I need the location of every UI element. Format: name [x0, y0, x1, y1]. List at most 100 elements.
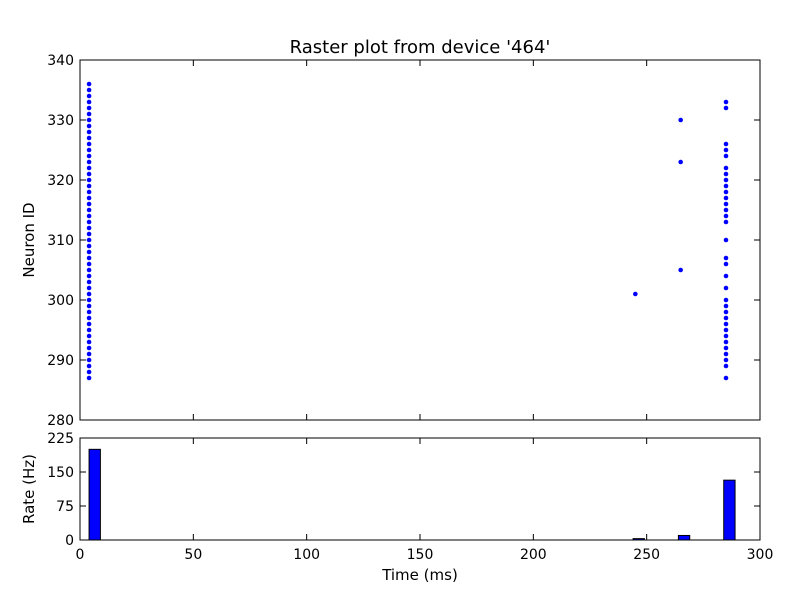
histogram-y-tick-label: 75 — [56, 499, 74, 515]
raster-y-tick-label: 330 — [47, 113, 74, 129]
spike-point — [86, 273, 92, 279]
spike-point — [86, 207, 92, 213]
spike-point — [723, 339, 729, 345]
spike-point — [723, 273, 729, 279]
spike-point — [86, 147, 92, 153]
spike-point — [86, 165, 92, 171]
histogram-plot-frame — [79, 437, 761, 541]
spike-point — [723, 213, 729, 219]
spike-point — [86, 261, 92, 267]
raster-y-tick-label: 310 — [47, 233, 74, 249]
spike-point — [723, 315, 729, 321]
spike-point — [86, 183, 92, 189]
spike-point — [723, 303, 729, 309]
spike-point — [86, 363, 92, 369]
spike-point — [86, 297, 92, 303]
spike-point — [723, 219, 729, 225]
spike-point — [86, 87, 92, 93]
spike-point — [723, 177, 729, 183]
histogram-y-ticks: 0 75 150 225 — [47, 431, 760, 549]
raster-y-tick-label: 280 — [47, 413, 74, 429]
spike-point — [723, 147, 729, 153]
spike-point — [86, 117, 92, 123]
histogram-x-axis-label: Time (ms) — [381, 566, 458, 584]
rate-bar — [88, 448, 101, 541]
spike-point — [86, 315, 92, 321]
histogram-x-tick-label: 0 — [76, 547, 85, 563]
raster-panel: 280 290 300 310 320 330 340 — [47, 53, 761, 429]
raster-points — [86, 81, 729, 381]
spike-point — [723, 171, 729, 177]
spike-point — [86, 243, 92, 249]
spike-point — [86, 129, 92, 135]
spike-point — [723, 321, 729, 327]
spike-point — [723, 105, 729, 111]
raster-y-tick-label: 300 — [47, 293, 74, 309]
spike-point — [86, 291, 92, 297]
spike-point — [86, 327, 92, 333]
spike-point — [723, 183, 729, 189]
spike-point — [723, 189, 729, 195]
spike-point — [86, 135, 92, 141]
spike-point — [723, 99, 729, 105]
spike-point — [86, 231, 92, 237]
spike-point — [723, 165, 729, 171]
spike-point — [723, 285, 729, 291]
spike-point — [86, 171, 92, 177]
raster-plot-frame — [79, 59, 761, 421]
histogram-y-tick-label: 150 — [47, 465, 74, 481]
spike-point — [723, 195, 729, 201]
spike-point — [723, 357, 729, 363]
raster-y-tick-label: 320 — [47, 173, 74, 189]
histogram-x-ticks: 0 50 100 150 200 250 300 — [76, 438, 774, 563]
spike-point — [723, 309, 729, 315]
raster-title: Raster plot from device '464' — [290, 37, 551, 58]
spike-point — [86, 189, 92, 195]
histogram-x-tick-label: 150 — [407, 547, 434, 563]
raster-y-tick-label: 340 — [47, 53, 74, 69]
rate-bar — [723, 479, 736, 541]
spike-point — [723, 363, 729, 369]
spike-point — [86, 339, 92, 345]
spike-point — [723, 141, 729, 147]
spike-point — [678, 117, 683, 123]
histogram-y-tick-label: 225 — [47, 431, 74, 447]
spike-point — [86, 213, 92, 219]
spike-point — [723, 201, 729, 207]
spike-point — [723, 261, 729, 267]
spike-point — [86, 249, 92, 255]
spike-point — [86, 345, 92, 351]
spike-point — [86, 141, 92, 147]
spike-point — [723, 327, 729, 333]
spike-point — [86, 201, 92, 207]
spike-point — [86, 285, 92, 291]
spike-point — [86, 153, 92, 159]
spike-point — [633, 291, 638, 297]
raster-y-axis-label: Neuron ID — [20, 202, 38, 277]
spike-point — [723, 345, 729, 351]
spike-point — [86, 105, 92, 111]
histogram-y-tick-label: 0 — [65, 533, 74, 549]
histogram-x-tick-label: 250 — [633, 547, 660, 563]
spike-point — [86, 81, 92, 87]
spike-point — [723, 237, 729, 243]
spike-point — [86, 123, 92, 129]
spike-point — [86, 195, 92, 201]
histogram-y-axis-label: Rate (Hz) — [20, 454, 38, 524]
spike-point — [86, 177, 92, 183]
spike-point — [678, 159, 683, 165]
histogram-x-tick-label: 50 — [184, 547, 202, 563]
histogram-panel: 0 75 150 225 0 50 100 150 200 250 300 — [47, 431, 773, 563]
spike-point — [86, 357, 92, 363]
histogram-x-tick-label: 300 — [747, 547, 774, 563]
histogram-x-tick-label: 100 — [293, 547, 320, 563]
spike-point — [86, 321, 92, 327]
spike-point — [86, 159, 92, 165]
spike-point — [86, 303, 92, 309]
spike-point — [86, 99, 92, 105]
spike-point — [678, 267, 683, 273]
spike-point — [723, 207, 729, 213]
spike-point — [723, 333, 729, 339]
